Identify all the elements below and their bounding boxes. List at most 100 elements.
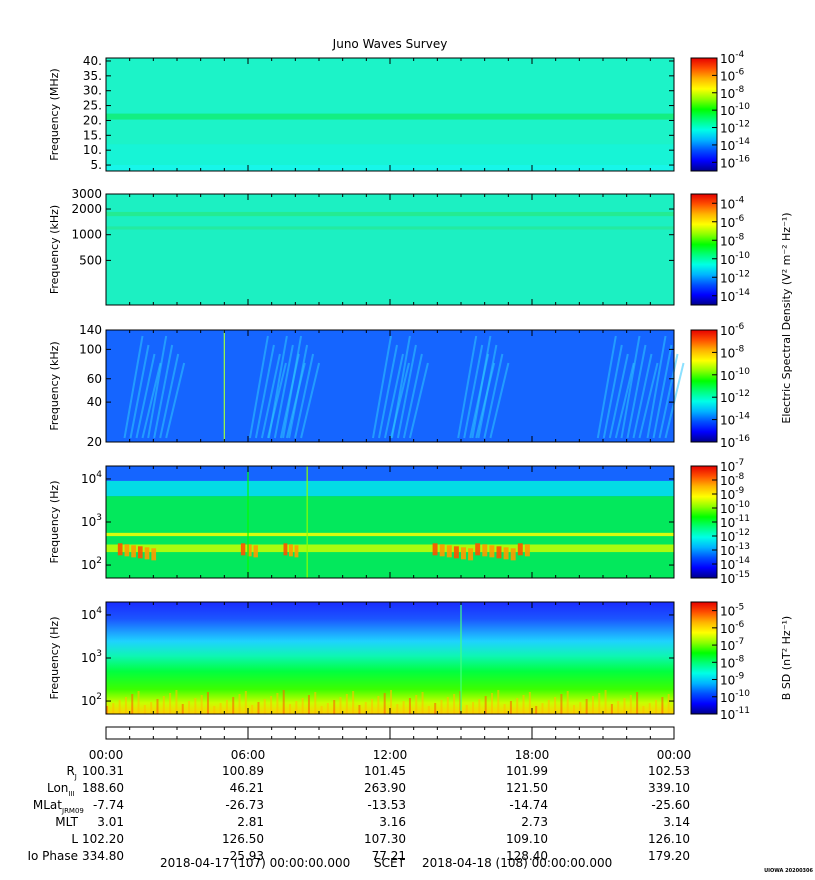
fringe-mark	[390, 690, 392, 714]
y-tick-label: 30.	[83, 84, 102, 98]
colorbar-tick-exponent: -7	[735, 637, 744, 647]
fringe-mark	[560, 694, 563, 714]
fringe-mark	[497, 690, 500, 714]
footer-end-time: 2018-04-18 (108) 00:00:00.000	[422, 856, 613, 870]
burst-streak	[477, 344, 498, 439]
burst-streak	[141, 362, 162, 439]
fringe-mark	[219, 703, 222, 714]
emission-blob	[289, 544, 293, 557]
emission-blob	[253, 545, 258, 558]
burst-streak	[463, 344, 484, 439]
y-tick-exponent: 2	[96, 556, 102, 566]
colorbar-tick-exponent: -12	[735, 389, 750, 399]
fringe-mark	[629, 695, 632, 714]
fringe-mark	[124, 697, 127, 714]
emission-band	[106, 113, 674, 120]
y-tick-label: 102	[81, 692, 102, 708]
colorbar-tick-label: 10-6	[720, 620, 745, 636]
colorbar-tick-label: 10-7	[720, 637, 744, 653]
burst-streak	[596, 335, 617, 439]
ephemeris-value: 100.31	[82, 764, 124, 778]
fringe-mark	[522, 695, 525, 714]
fringe-mark	[509, 701, 512, 714]
ephemeris-row-subscript: JRM09	[62, 807, 84, 815]
fringe-mark	[150, 702, 153, 714]
colorbar-tick-label: 10-6	[720, 322, 745, 338]
fringe-mark	[642, 706, 645, 714]
emission-blob	[131, 545, 136, 558]
fringe-mark	[648, 703, 651, 714]
colorbar-tick-exponent: -5	[735, 603, 744, 613]
y-tick-label: 102	[81, 556, 102, 572]
colorbar-tick-label: 10-8	[720, 232, 745, 248]
time-tick-label: 06:00	[230, 748, 266, 762]
fringe-mark	[194, 698, 197, 714]
ephemeris-value: 46.21	[229, 781, 264, 795]
emission-blob	[283, 543, 288, 556]
colorbar-tick-exponent: -10	[735, 500, 750, 510]
emission-band	[106, 144, 674, 166]
fringe-mark	[484, 696, 487, 714]
emission-band	[106, 496, 674, 578]
colorbar-label: Electric Spectral Density (V² m⁻² Hz⁻¹)	[780, 212, 793, 423]
fringe-mark	[257, 702, 260, 714]
ephemeris-value: 334.80	[82, 849, 124, 863]
colorbar-tick-label: 10-8	[720, 85, 745, 101]
fringe-mark	[320, 706, 323, 714]
colorbar-tick-exponent: -10	[735, 251, 750, 261]
ephemeris-value: -7.74	[92, 798, 124, 812]
fringe-mark	[106, 706, 108, 714]
fringe-mark	[554, 697, 557, 714]
burst-streak	[457, 335, 478, 439]
burst-streak	[396, 344, 417, 439]
fringe-mark	[131, 694, 134, 714]
colorbar	[690, 57, 718, 172]
burst-streak	[273, 344, 294, 439]
fringe-mark	[396, 704, 399, 714]
fringe-mark	[289, 704, 292, 714]
ephemeris-row-label: Lon	[46, 781, 69, 795]
burst-streak	[294, 353, 315, 439]
ephemeris-value: -14.74	[509, 798, 548, 812]
y-axis-label: Frequency (Hz)	[48, 617, 61, 700]
emission-blob	[475, 543, 481, 556]
colorbar-tick-label: 10-5	[720, 603, 744, 619]
fringe-mark	[137, 691, 140, 714]
burst-streak	[489, 362, 510, 439]
fringe-mark	[573, 705, 576, 714]
burst-streak	[632, 353, 653, 439]
y-tick-label: 20	[87, 435, 102, 449]
fringe-mark	[276, 693, 279, 714]
fringe-mark	[541, 703, 544, 714]
fringe-mark	[566, 691, 569, 714]
y-tick-exponent: 4	[96, 606, 102, 616]
y-tick-exponent: 2	[96, 692, 102, 702]
colorbar-tick-label: 10-6	[720, 67, 745, 83]
fringe-mark	[143, 705, 146, 714]
fringe-mark	[516, 698, 519, 714]
emission-blob	[294, 545, 299, 558]
emission-blob	[453, 546, 459, 559]
burst-streak	[378, 344, 398, 439]
fringe-mark	[333, 700, 336, 714]
ephemeris-value: 3.16	[379, 815, 406, 829]
fringe-mark	[446, 697, 449, 714]
y-axis-label: Frequency (kHz)	[48, 205, 61, 294]
fringe-mark	[295, 701, 298, 714]
ephemeris-value: -25.60	[651, 798, 690, 812]
colorbar-tick-exponent: -12	[735, 269, 750, 279]
ephemeris-value: -26.73	[225, 798, 264, 812]
colorbar-tick-label: 10-8	[720, 654, 745, 670]
y-tick-label: 60	[87, 372, 102, 386]
burst-streak	[153, 344, 174, 439]
ephemeris-value: 121.50	[506, 781, 548, 795]
ephemeris-row-label: R	[66, 764, 75, 778]
emission-blob	[117, 543, 123, 556]
colorbar-tick-exponent: -6	[735, 620, 744, 630]
fringe-mark	[270, 696, 273, 714]
fringe-mark	[371, 699, 374, 714]
burst-streak	[372, 335, 392, 439]
burst-streak	[638, 362, 659, 439]
burst-streak	[652, 344, 673, 439]
colorbar-tick-exponent: -10	[735, 367, 750, 377]
